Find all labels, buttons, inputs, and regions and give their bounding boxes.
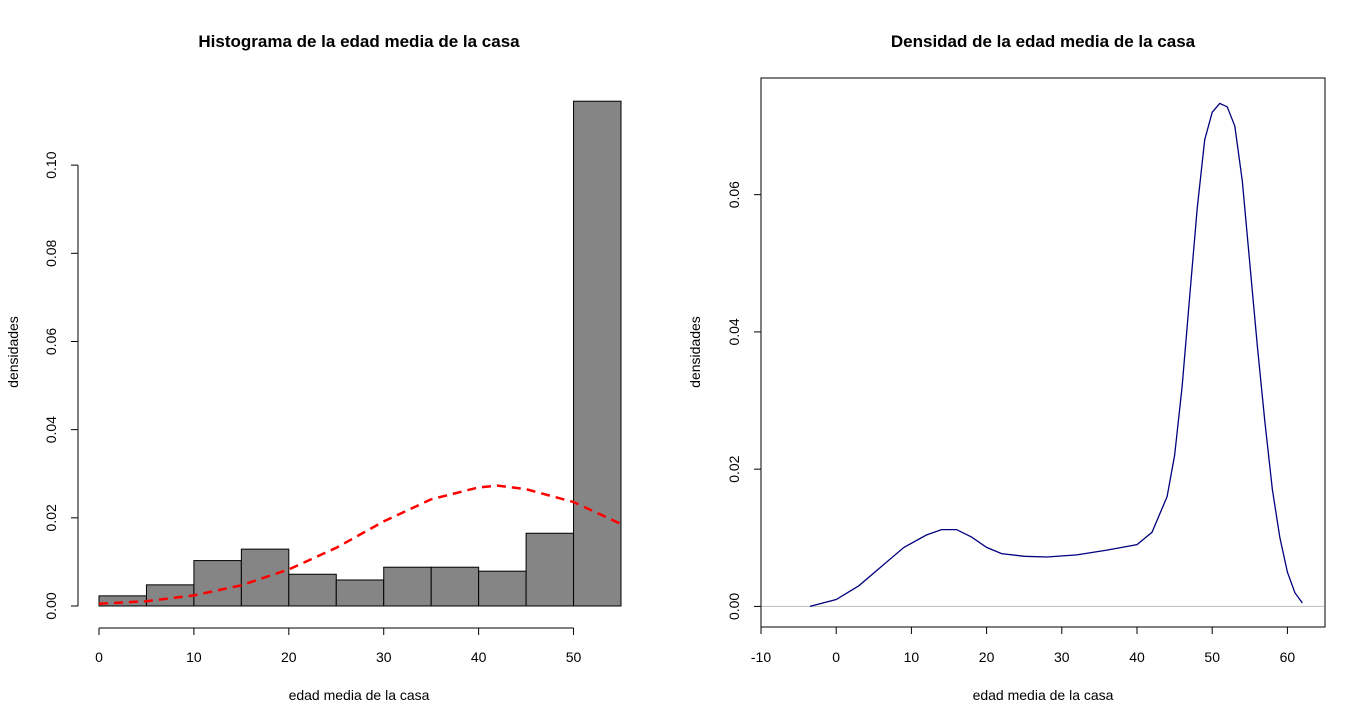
x-tick-label: 50: [1204, 649, 1220, 665]
density-x-axis: -10 0 10 20 30 40 50 60: [751, 627, 1296, 665]
y-tick-label: 0.04: [726, 318, 742, 345]
histogram-title: Histograma de la edad media de la casa: [198, 32, 520, 51]
y-tick-label: 0.00: [726, 593, 742, 620]
x-tick-label: 10: [904, 649, 920, 665]
histogram-bar: [289, 574, 336, 606]
density-x-label: edad media de la casa: [973, 687, 1114, 703]
x-tick-label: 0: [95, 649, 103, 665]
histogram-bar: [526, 533, 573, 606]
x-tick-label: 20: [979, 649, 995, 665]
x-tick-label: 20: [281, 649, 297, 665]
x-tick-label: 10: [186, 649, 202, 665]
y-tick-label: 0.04: [43, 416, 59, 443]
x-tick-label: -10: [751, 649, 771, 665]
y-tick-label: 0.00: [43, 592, 59, 619]
y-tick-label: 0.06: [43, 328, 59, 355]
y-tick-label: 0.02: [726, 455, 742, 482]
y-tick-label: 0.10: [43, 151, 59, 178]
x-tick-label: 0: [832, 649, 840, 665]
histogram-y-label: densidades: [5, 316, 21, 388]
histogram-bars: [99, 101, 621, 606]
density-curve: [810, 103, 1303, 606]
histogram-bar: [146, 585, 193, 606]
y-tick-label: 0.02: [43, 504, 59, 531]
histogram-bar: [336, 580, 383, 606]
y-tick-label: 0.06: [726, 181, 742, 208]
density-y-axis: 0.00 0.02 0.04 0.06: [726, 181, 761, 620]
density-y-label: densidades: [687, 316, 703, 388]
x-tick-label: 60: [1280, 649, 1296, 665]
density-title: Densidad de la edad media de la casa: [891, 32, 1196, 51]
histogram-y-axis: 0.00 0.02 0.04 0.06 0.08 0.10: [43, 151, 78, 619]
histogram-panel: Histograma de la edad media de la casa 0…: [5, 32, 621, 703]
x-tick-label: 40: [471, 649, 487, 665]
histogram-bar: [431, 567, 478, 606]
density-panel: Densidad de la edad media de la casa -10…: [687, 32, 1325, 703]
y-tick-label: 0.08: [43, 239, 59, 266]
density-plot-frame: [761, 78, 1325, 627]
histogram-x-axis: 0 10 20 30 40 50: [95, 628, 581, 665]
x-tick-label: 40: [1129, 649, 1145, 665]
histogram-bar: [479, 571, 526, 606]
x-tick-label: 30: [1054, 649, 1070, 665]
histogram-bar: [574, 101, 621, 606]
histogram-bar: [194, 561, 241, 606]
x-tick-label: 30: [376, 649, 392, 665]
x-tick-label: 50: [566, 649, 582, 665]
histogram-bar: [384, 567, 431, 606]
histogram-x-label: edad media de la casa: [289, 687, 430, 703]
